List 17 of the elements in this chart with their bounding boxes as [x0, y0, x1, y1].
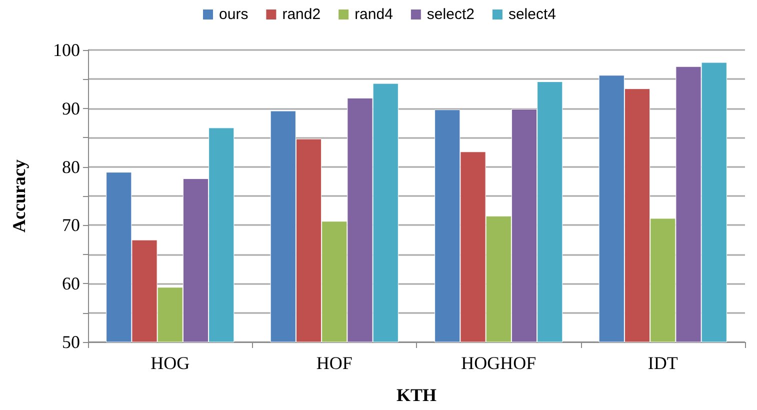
legend-label: select2	[426, 6, 474, 23]
y-tick-label: 70	[62, 215, 80, 236]
y-tick-label: 50	[62, 332, 80, 352]
legend-label: select4	[508, 6, 556, 23]
x-tick-label: HOGHOF	[461, 353, 536, 373]
x-tick-label: HOF	[316, 353, 352, 373]
x-tick-label: IDT	[648, 353, 678, 373]
legend-label: rand2	[282, 6, 321, 23]
y-axis-title: Accuracy	[9, 160, 29, 232]
legend-label: ours	[219, 6, 248, 23]
y-tick-label: 60	[62, 274, 80, 294]
y-tick-label: 80	[62, 156, 80, 177]
x-tick-label: HOG	[150, 353, 190, 373]
y-tick-label: 100	[53, 40, 80, 60]
y-tick-label: 90	[62, 98, 80, 118]
x-axis-title: KTH	[396, 385, 437, 405]
legend-label: rand4	[354, 6, 393, 23]
